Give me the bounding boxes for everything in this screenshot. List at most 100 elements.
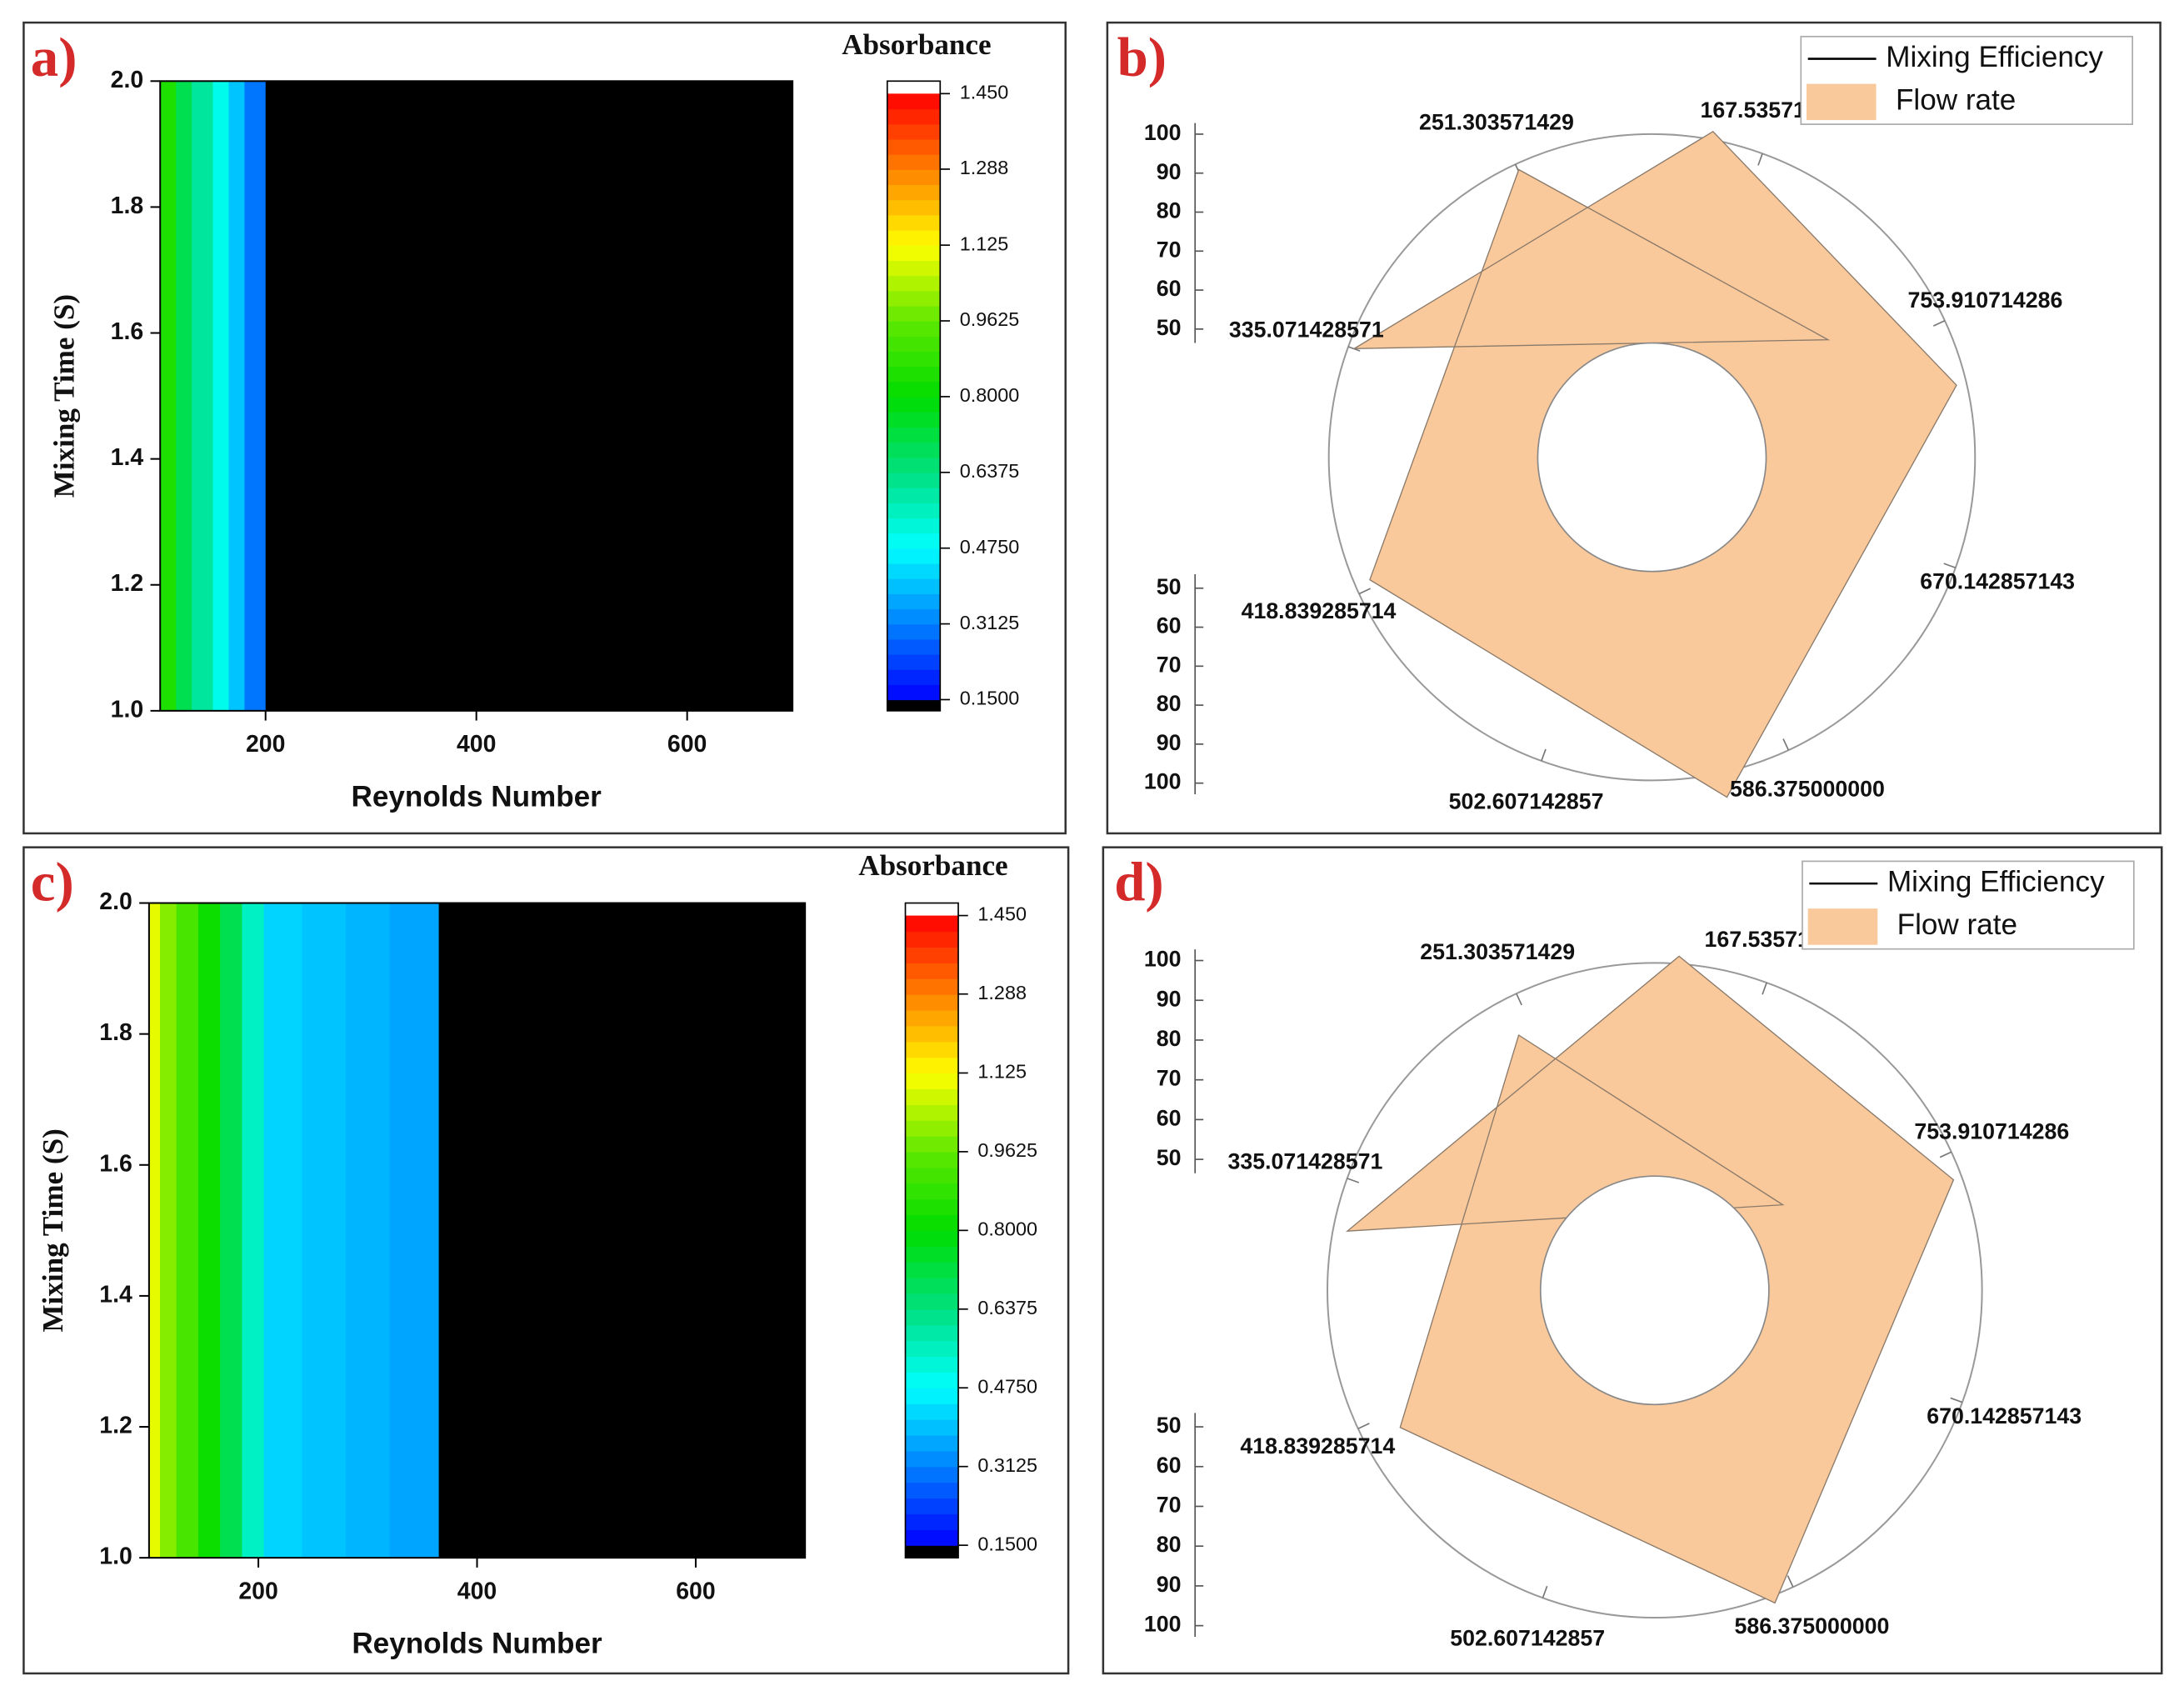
colorbar-band bbox=[905, 1356, 959, 1373]
colorbar-band bbox=[887, 169, 941, 186]
colorbar-tick-label: 0.3125 bbox=[960, 612, 1020, 633]
y-tick-label: 1.8 bbox=[111, 193, 144, 219]
colorbar-band bbox=[887, 245, 941, 261]
colorbar-tick-label: 0.6375 bbox=[977, 1297, 1037, 1318]
radial-tick-label: 50 bbox=[1157, 1145, 1182, 1170]
colorbar-band bbox=[887, 533, 941, 549]
colorbar-band bbox=[887, 184, 941, 201]
colorbar-band bbox=[887, 396, 941, 413]
y-tick-label: 1.4 bbox=[99, 1281, 132, 1308]
panel-label: a) bbox=[31, 27, 77, 88]
heat-band bbox=[389, 903, 440, 1558]
colorbar-tick-label: 0.1500 bbox=[960, 688, 1020, 709]
radial-tick-label: 100 bbox=[1144, 120, 1182, 145]
colorbar-band bbox=[905, 1088, 959, 1105]
radial-tick-label: 50 bbox=[1157, 315, 1182, 340]
colorbar-band bbox=[887, 548, 941, 564]
legend-label: Mixing Efficiency bbox=[1886, 41, 2103, 73]
angular-tick bbox=[1358, 588, 1371, 595]
radial-tick-label: 90 bbox=[1157, 986, 1182, 1011]
angular-tick bbox=[1357, 1423, 1370, 1429]
legend-patch bbox=[1807, 83, 1877, 121]
angular-label: 251.303571429 bbox=[1420, 939, 1575, 964]
colorbar-band bbox=[887, 578, 941, 594]
legend-label: Flow rate bbox=[1897, 908, 2017, 941]
colorbar-band bbox=[887, 366, 941, 383]
angular-label: 670.142857143 bbox=[1927, 1403, 2082, 1428]
angular-label: 502.607142857 bbox=[1450, 1626, 1605, 1651]
colorbar-tick-label: 0.9625 bbox=[960, 308, 1020, 330]
colorbar-band bbox=[905, 994, 959, 1011]
colorbar-band bbox=[887, 638, 941, 655]
radial-tick-label: 50 bbox=[1157, 1413, 1182, 1438]
y-tick-label: 1.8 bbox=[99, 1019, 132, 1046]
colorbar-band bbox=[887, 427, 941, 443]
colorbar-band bbox=[905, 1403, 959, 1420]
colorbar-band bbox=[905, 1450, 959, 1468]
heat-band bbox=[242, 903, 265, 1558]
colorbar-band bbox=[887, 275, 941, 292]
y-axis-label: Mixing Time (S) bbox=[37, 1128, 69, 1332]
angular-tick bbox=[1762, 982, 1767, 995]
colorbar-band bbox=[905, 931, 959, 948]
y-tick-label: 1.2 bbox=[99, 1413, 132, 1439]
colorbar-band bbox=[887, 381, 941, 398]
angular-label: 418.839285714 bbox=[1242, 598, 1397, 623]
panel-label: c) bbox=[31, 851, 74, 913]
colorbar-band bbox=[887, 457, 941, 473]
heat-band bbox=[159, 903, 177, 1558]
colorbar-band bbox=[905, 1214, 959, 1232]
heat-band bbox=[346, 903, 391, 1558]
angular-tick bbox=[1943, 563, 1957, 569]
angular-tick bbox=[1516, 993, 1522, 1006]
angular-label: 335.071428571 bbox=[1229, 318, 1384, 343]
x-tick-label: 600 bbox=[676, 1578, 715, 1604]
radial-tick-label: 50 bbox=[1157, 574, 1182, 599]
colorbar-band bbox=[887, 260, 941, 277]
colorbar-band bbox=[887, 290, 941, 307]
heat-band bbox=[228, 81, 246, 711]
colorbar-band bbox=[905, 1167, 959, 1184]
y-tick-label: 1.2 bbox=[111, 570, 144, 597]
x-tick-label: 400 bbox=[457, 731, 496, 758]
panel-label: d) bbox=[1114, 851, 1163, 913]
colorbar-band bbox=[905, 1104, 959, 1121]
colorbar-band bbox=[887, 472, 941, 488]
radial-tick-label: 70 bbox=[1157, 237, 1182, 262]
colorbar-band bbox=[887, 487, 941, 503]
angular-tick bbox=[1542, 1585, 1548, 1598]
colorbar-tick-label: 1.125 bbox=[977, 1061, 1027, 1083]
colorbar-band bbox=[887, 503, 941, 519]
angular-tick bbox=[1950, 1397, 1963, 1403]
outer-circle bbox=[1327, 133, 1977, 782]
colorbar-band bbox=[905, 1340, 959, 1358]
colorbar-title: Absorbance bbox=[842, 28, 991, 61]
colorbar-band bbox=[887, 518, 941, 534]
colorbar-band bbox=[887, 336, 941, 353]
colorbar-band bbox=[905, 1009, 959, 1027]
heat-band bbox=[438, 903, 806, 1558]
colorbar-band bbox=[905, 1183, 959, 1200]
angular-label: 335.071428571 bbox=[1227, 1149, 1382, 1174]
colorbar-band bbox=[905, 1308, 959, 1326]
colorbar-tick-label: 1.450 bbox=[977, 903, 1027, 925]
radial-tick-label: 70 bbox=[1157, 652, 1182, 677]
radial-tick-label: 70 bbox=[1157, 1066, 1182, 1091]
colorbar-band bbox=[905, 1324, 959, 1342]
x-axis-label: Reynolds Number bbox=[352, 1628, 602, 1660]
colorbar-band bbox=[905, 1246, 959, 1263]
colorbar-band bbox=[905, 963, 959, 979]
colorbar-band bbox=[887, 351, 941, 368]
heat-band bbox=[148, 903, 161, 1558]
y-tick-label: 1.4 bbox=[111, 444, 144, 471]
colorbar-band bbox=[905, 1120, 959, 1137]
colorbar-over bbox=[905, 903, 959, 916]
angular-tick bbox=[1932, 319, 1946, 327]
colorbar-under bbox=[905, 1545, 959, 1558]
colorbar-band bbox=[887, 199, 941, 216]
x-tick-label: 600 bbox=[667, 731, 707, 758]
colorbar-band bbox=[887, 442, 941, 458]
heat-band bbox=[160, 81, 177, 711]
colorbar-band bbox=[905, 1262, 959, 1278]
